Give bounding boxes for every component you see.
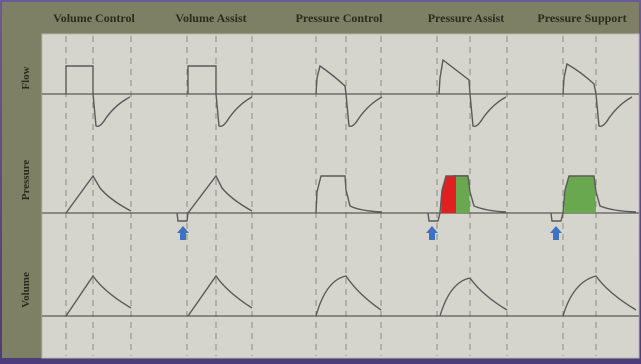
volume-trace-pressure-control (315, 275, 382, 317)
row-label-volume: Volume (20, 272, 32, 308)
pressure-trace-volume-control (65, 174, 132, 214)
volume-trace-volume-control (65, 274, 132, 317)
mode-label-pressure-control: Pressure Control (296, 11, 384, 25)
flow-trace-pressure-support (562, 62, 633, 128)
waveform-panel (42, 34, 639, 358)
pressure-trace-volume-assist (176, 174, 253, 222)
arrow-up-icon (426, 226, 438, 240)
vertical-gridlines (65, 36, 597, 356)
flow-trace-pressure-control (315, 64, 383, 128)
pressure-assist-mandatory-fill (441, 175, 456, 213)
volume-trace-pressure-support (562, 275, 637, 317)
pressure-support-spontaneous-fill (564, 176, 596, 213)
volume-trace-volume-assist (187, 274, 253, 317)
row-label-band (2, 34, 42, 358)
arrow-up-icon (550, 226, 562, 240)
header-band (2, 2, 639, 34)
baselines (42, 93, 639, 317)
mode-label-pressure-support: Pressure Support (537, 11, 626, 25)
arrow-up-icon (177, 226, 189, 240)
row-label-flow: Flow (20, 66, 32, 89)
row-label-pressure: Pressure (20, 160, 32, 201)
volume-trace-pressure-assist (439, 277, 508, 317)
pressure-traces (65, 174, 637, 222)
pressure-assist-spontaneous-fill (456, 175, 470, 213)
pressure-trace-pressure-control (315, 175, 383, 214)
volume-traces (65, 274, 637, 317)
flow-traces (65, 58, 633, 128)
mode-label-pressure-assist: Pressure Assist (428, 11, 505, 25)
flow-trace-volume-assist (187, 65, 253, 128)
pressure-trace-pressure-assist (427, 175, 507, 222)
flow-trace-pressure-assist (438, 58, 507, 128)
mode-label-volume-control: Volume Control (53, 11, 135, 25)
flow-trace-volume-control (65, 65, 131, 128)
mode-label-volume-assist: Volume Assist (175, 11, 246, 25)
pressure-trace-pressure-support (550, 175, 637, 222)
